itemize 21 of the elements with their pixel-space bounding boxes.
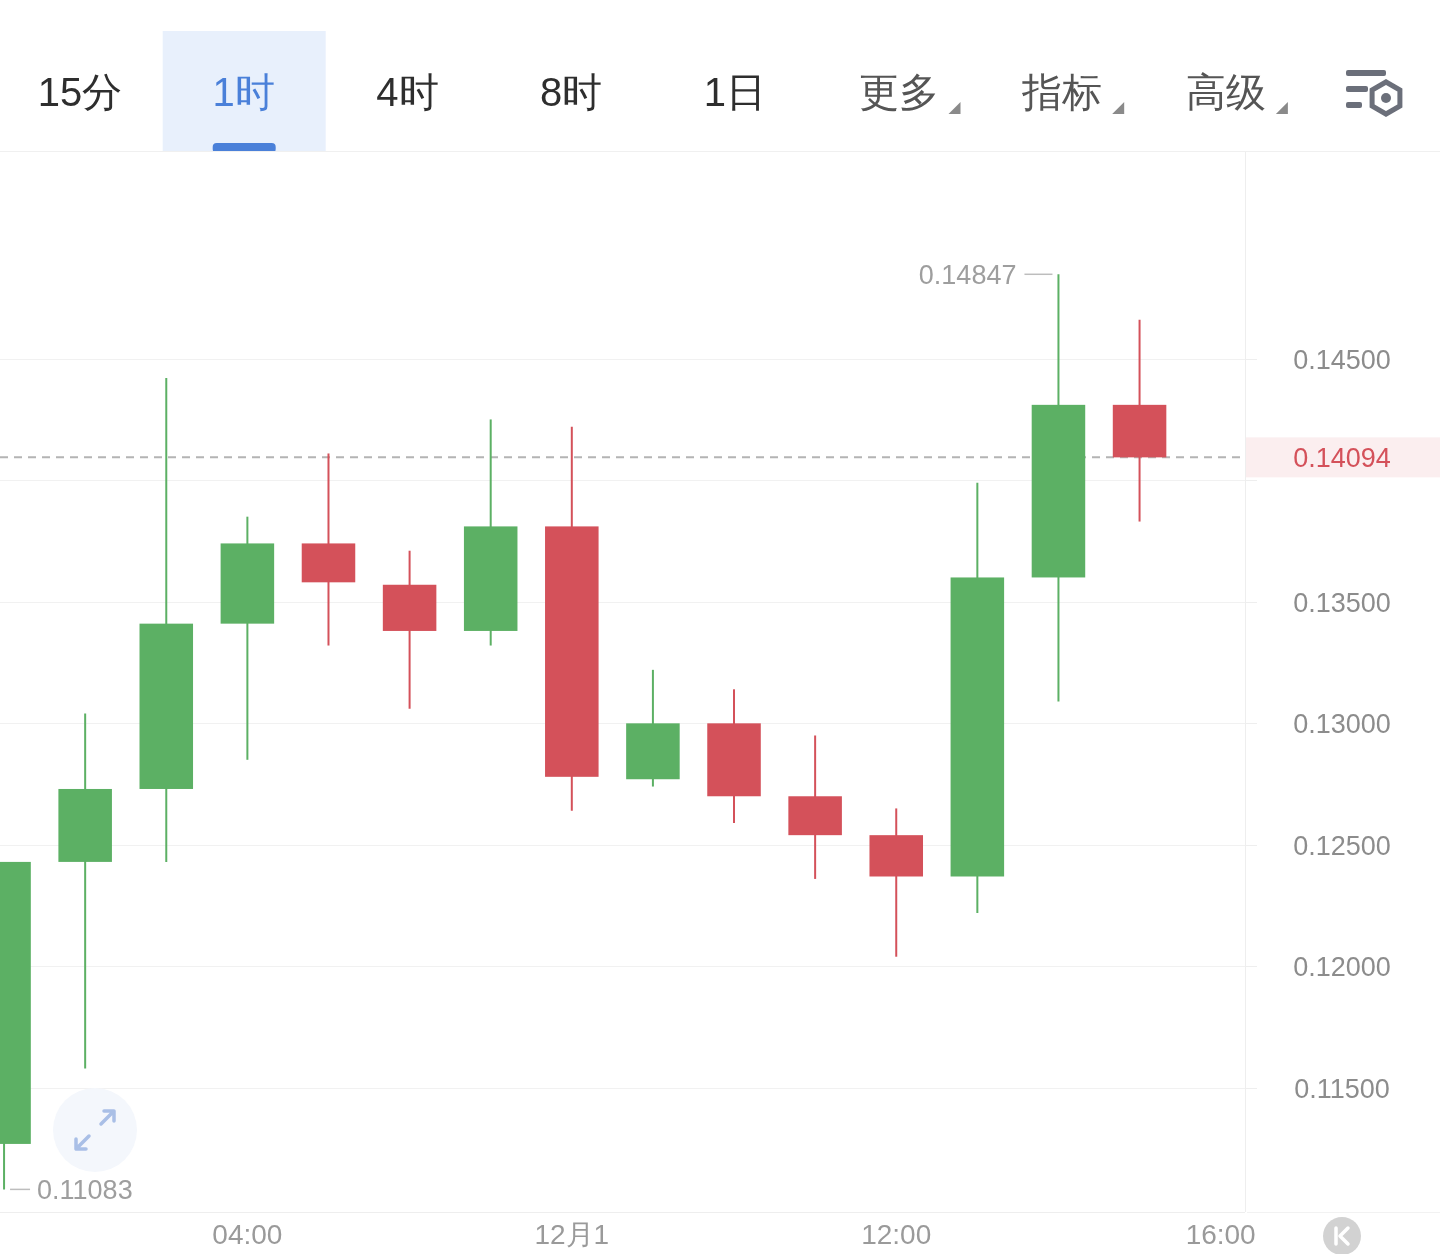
text: 15分 (37, 70, 123, 114)
y-tick-label: 0.11500 (1294, 1074, 1390, 1105)
text: 1时 (212, 70, 275, 114)
text: 1日 (703, 70, 766, 114)
y-tick-label: 0.12000 (1293, 952, 1391, 983)
x-tick-label: 04:00 (212, 1219, 283, 1250)
y-tick-label: 0.12500 (1293, 830, 1391, 861)
y-tick-label: 0.13500 (1293, 587, 1391, 618)
x-tick-label: 12月1 (534, 1219, 610, 1250)
text: 8时 (539, 70, 603, 114)
text: 指标 (1021, 70, 1103, 114)
text: 高级 (1185, 70, 1266, 114)
annotation: 0.14847 (918, 260, 1017, 291)
x-tick-label: 12:00 (861, 1219, 932, 1250)
y-tick-label: 0.13000 (1293, 709, 1391, 740)
text: 更多 (858, 70, 939, 114)
x-tick-label: 16:00 (1185, 1219, 1256, 1250)
ref-line-label: 0.14094 (1293, 443, 1391, 474)
annotation: 0.11083 (37, 1175, 133, 1206)
text: 4时 (376, 70, 439, 114)
y-tick-label: 0.14500 (1293, 344, 1391, 375)
